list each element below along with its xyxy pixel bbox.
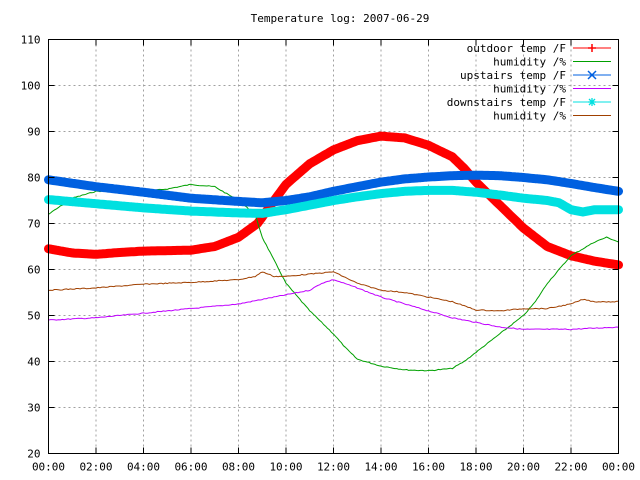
x-tick-label: 16:00: [412, 461, 445, 474]
x-tick-label: 08:00: [222, 461, 255, 474]
chart-title: Temperature log: 2007-06-29: [251, 12, 430, 25]
y-tick-label: 40: [27, 356, 40, 369]
x-tick-label: 20:00: [507, 461, 540, 474]
y-tick-label: 20: [27, 448, 40, 461]
legend-marker: [587, 70, 597, 80]
legend-marker: [588, 98, 596, 106]
series-line-1: [44, 131, 623, 270]
y-tick-label: 100: [21, 80, 41, 93]
legend-label: upstairs temp /F: [460, 69, 566, 82]
grid: [48, 39, 619, 454]
x-tick-label: 12:00: [317, 461, 350, 474]
series-line-3: [44, 170, 623, 208]
legend-label: humidity /%: [493, 83, 566, 96]
legend-label: humidity /%: [493, 110, 566, 123]
y-tick-label: 30: [27, 402, 40, 415]
x-tick-label: 02:00: [79, 461, 112, 474]
series-line-4: [48, 279, 619, 331]
x-tick-label: 00:00: [32, 461, 65, 474]
series-line-6: [48, 271, 619, 312]
y-tick-label: 70: [27, 218, 40, 231]
x-tick-label: 06:00: [174, 461, 207, 474]
series-line-5: [44, 185, 623, 218]
y-tick-label: 110: [21, 34, 41, 47]
x-tick-label: 14:00: [364, 461, 397, 474]
y-tick-label: 90: [27, 126, 40, 139]
legend-label: humidity /%: [493, 56, 566, 69]
y-tick-label: 50: [27, 310, 40, 323]
x-tick-label: 18:00: [459, 461, 492, 474]
x-tick-label: 04:00: [127, 461, 160, 474]
y-tick-label: 60: [27, 264, 40, 277]
x-tick-label: 10:00: [269, 461, 302, 474]
x-tick-label: 00:00: [602, 461, 635, 474]
legend-label: outdoor temp /F: [467, 42, 566, 55]
series-line-2: [48, 183, 619, 372]
axes: 20 30 40 50 60 70 80 90 100 110 00:00 02:00 04:00 06:…: [21, 34, 635, 474]
y-tick-label: 80: [27, 172, 40, 185]
x-tick-label: 22:00: [554, 461, 587, 474]
legend-label: downstairs temp /F: [447, 96, 566, 109]
series-layer: [44, 131, 623, 372]
legend-marker: [588, 44, 596, 52]
